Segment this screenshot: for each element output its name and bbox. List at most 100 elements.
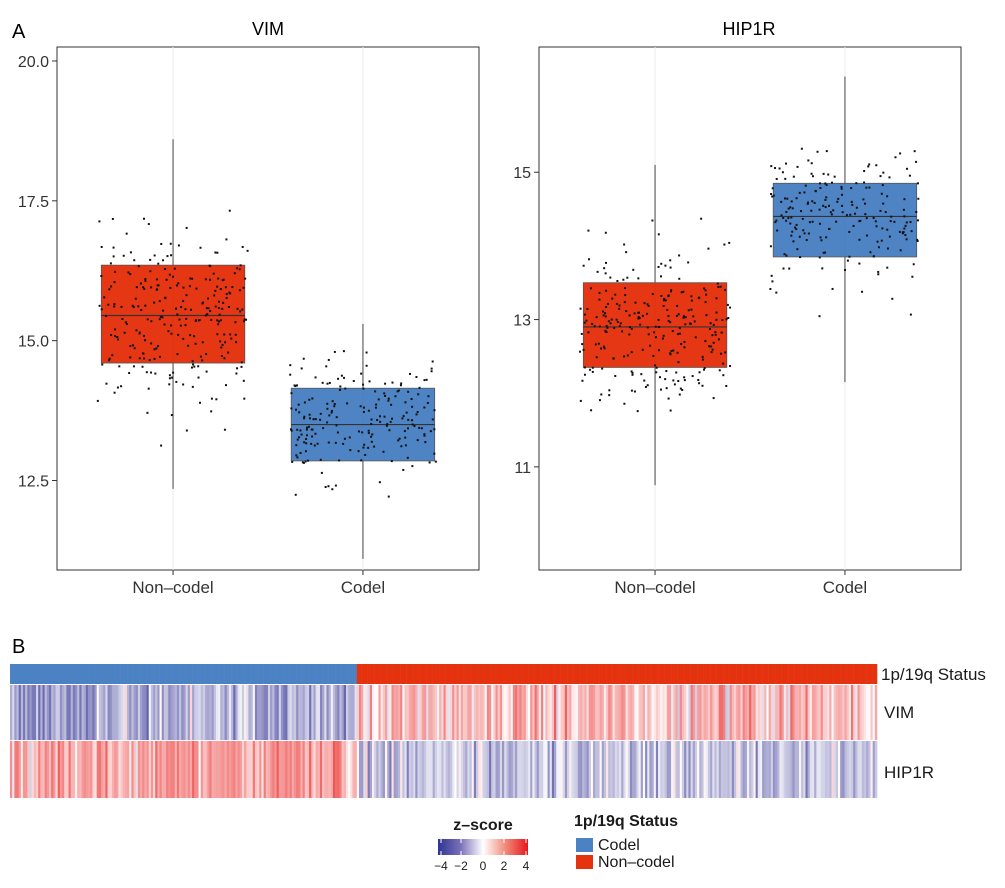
data-point — [715, 318, 718, 321]
data-point — [423, 379, 426, 382]
hip1r-cell — [254, 741, 258, 798]
vim-cell — [220, 685, 223, 740]
vim-cell — [343, 685, 347, 740]
data-point — [605, 325, 608, 328]
data-point — [175, 307, 178, 310]
hip1r-cell — [116, 741, 119, 798]
data-point — [362, 383, 365, 386]
status-cell — [384, 664, 388, 684]
data-point — [775, 291, 778, 294]
data-point — [129, 273, 132, 276]
data-point — [822, 172, 825, 175]
vim-cell — [326, 685, 329, 740]
data-point — [114, 335, 117, 338]
vim-cell — [40, 685, 43, 740]
hip1r-cell — [166, 741, 169, 798]
hip1r-cell — [51, 741, 54, 798]
hip1r-cell — [55, 741, 58, 798]
hip1r-cell — [348, 741, 351, 798]
vim-cell — [246, 685, 249, 740]
status-cell — [59, 664, 63, 684]
data-point — [786, 197, 789, 200]
vim-cell — [395, 685, 399, 740]
status-cell — [209, 664, 212, 684]
vim-cell — [367, 685, 371, 740]
status-cell — [419, 664, 423, 684]
data-point — [360, 459, 363, 462]
hip1r-cell — [649, 741, 652, 798]
data-point — [588, 258, 591, 261]
status-cell — [239, 664, 243, 684]
hip1r-cell — [365, 741, 368, 798]
status-cell — [497, 664, 501, 684]
data-point — [788, 267, 791, 270]
hip1r-cell — [536, 741, 540, 798]
status-cell — [863, 664, 867, 684]
status-cell — [762, 664, 765, 684]
hip1r-cell — [315, 741, 319, 798]
data-point — [604, 315, 607, 318]
data-point — [698, 382, 701, 385]
hip1r-cell — [829, 741, 832, 798]
status-cell — [731, 664, 735, 684]
data-point — [348, 436, 351, 439]
vim-cell — [463, 685, 466, 740]
data-point — [680, 342, 683, 345]
data-point — [608, 394, 611, 397]
hip1r-cell — [738, 741, 741, 798]
hip1r-cell — [224, 741, 228, 798]
vim-cell — [707, 685, 711, 740]
data-point — [125, 232, 128, 235]
data-point — [168, 377, 171, 380]
status-cell — [367, 664, 371, 684]
vim-cell — [668, 685, 672, 740]
vim-cell — [226, 685, 230, 740]
data-point — [236, 267, 239, 270]
data-point — [131, 304, 134, 307]
data-point — [219, 288, 222, 291]
vim-cell — [382, 685, 386, 740]
vim-cell — [10, 685, 13, 740]
data-point — [835, 220, 838, 223]
data-point — [224, 341, 227, 344]
status-cell — [46, 664, 50, 684]
status-cell — [525, 664, 529, 684]
vim-cell — [285, 685, 288, 740]
status-cell — [259, 664, 262, 684]
hip1r-cell — [523, 741, 527, 798]
hip1r-cell — [434, 741, 438, 798]
vim-cell — [350, 685, 353, 740]
status-cell — [42, 664, 45, 684]
data-point — [603, 347, 606, 350]
vim-cell — [710, 685, 713, 740]
hip1r-cell — [350, 741, 353, 798]
data-point — [149, 258, 152, 261]
data-point — [625, 310, 628, 313]
vim-cell — [567, 685, 570, 740]
hip1r-cell — [92, 741, 95, 798]
vim-cell — [783, 685, 787, 740]
status-cell — [319, 664, 323, 684]
data-point — [807, 201, 809, 204]
data-point — [662, 334, 665, 337]
hip1r-cell — [560, 741, 564, 798]
vim-cell — [83, 685, 87, 740]
data-point — [717, 285, 720, 288]
data-point — [198, 318, 201, 321]
zscore-legend: z–score −4 −2 0 2 4 — [434, 817, 530, 873]
data-point — [165, 278, 168, 281]
status-cell — [213, 664, 217, 684]
status-cell — [415, 664, 418, 684]
hip1r-cell — [68, 741, 71, 798]
vim-cell — [426, 685, 429, 740]
data-point — [840, 185, 843, 188]
data-point — [583, 313, 586, 316]
data-point — [708, 345, 711, 348]
hip1r-cell — [580, 741, 583, 798]
y-tick-label: 17.5 — [18, 194, 49, 211]
hip1r-cell — [599, 741, 603, 798]
status-legend: 1p/19q Status Codel Non–codel — [574, 813, 678, 871]
vim-cell — [577, 685, 581, 740]
status-cell — [560, 664, 564, 684]
data-point — [636, 410, 639, 413]
